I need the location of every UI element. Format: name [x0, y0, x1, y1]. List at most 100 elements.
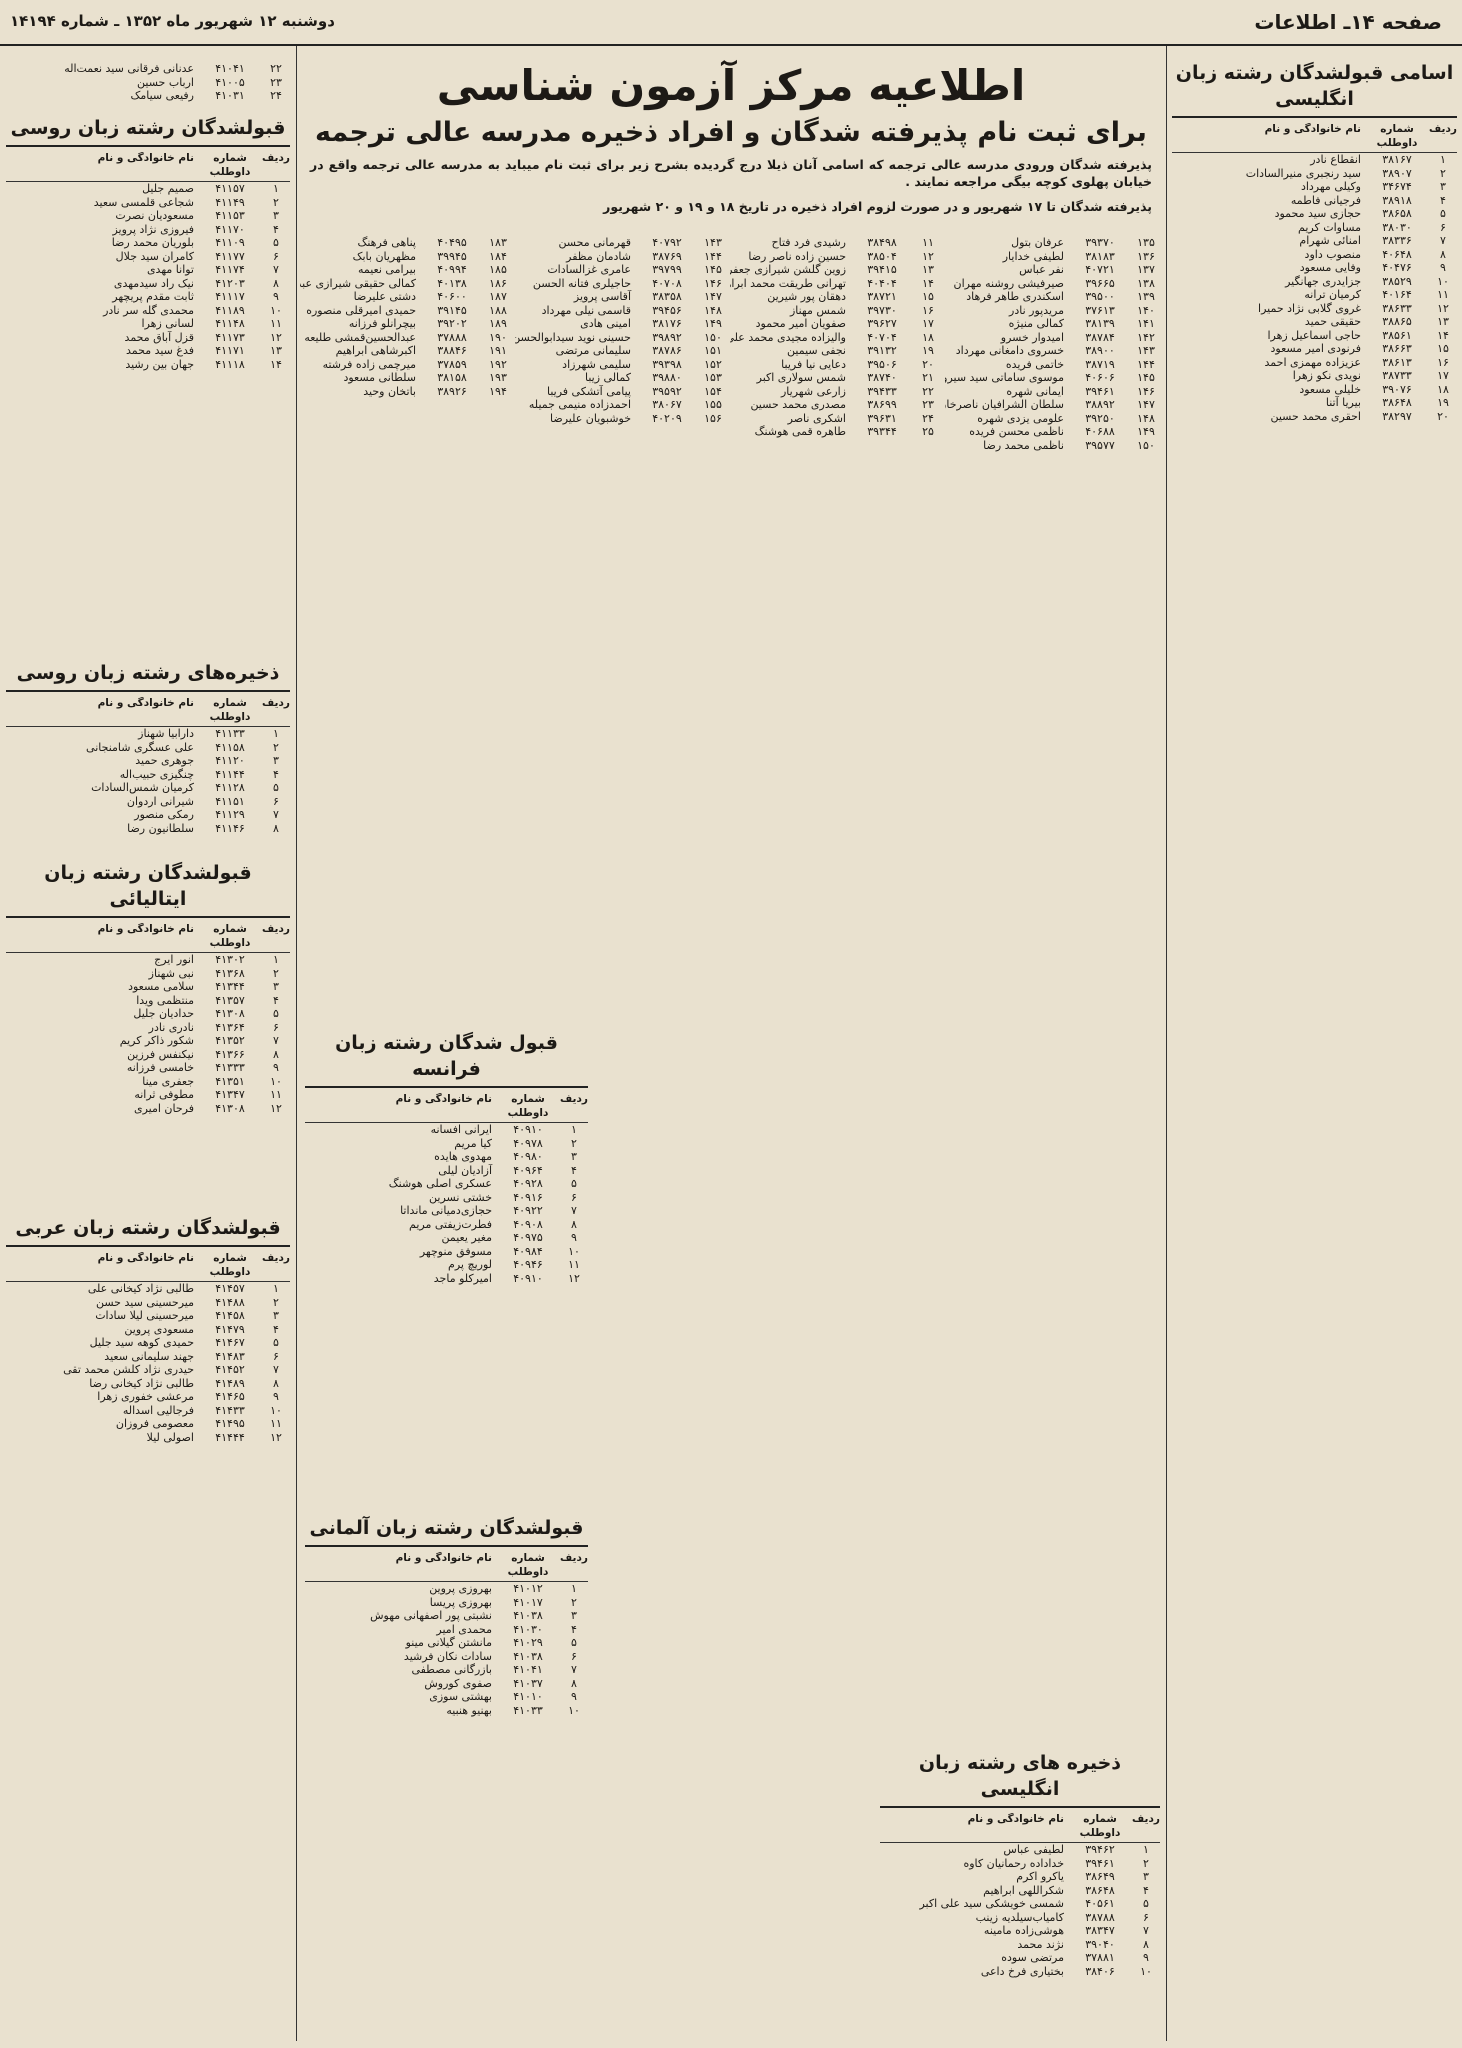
- list-row: ۱۲ ۳۸۵۰۴ حسین زاده ناصر رضا: [730, 250, 942, 264]
- candidate-number: ۴۱۰۱۲: [513, 1582, 543, 1595]
- rank: ۱۰: [270, 1074, 282, 1088]
- rank: ۲: [1143, 1856, 1149, 1870]
- list-row: ۲۵ ۳۹۳۴۴ طاهره قمی هوشنگ: [730, 425, 942, 439]
- name: خداداده رحمانیان کاوه: [963, 1856, 1064, 1870]
- list-row: ۲ ۴۱۱۴۹ شجاعی قلمسی سعید: [6, 196, 290, 210]
- name: عدنانی فرقانی سید نعمت‌اله: [64, 62, 194, 75]
- candidate-number: ۳۷۸۸۸: [437, 330, 467, 344]
- candidate-number: ۳۹۷۹۹: [652, 263, 682, 276]
- candidate-number: ۳۸۷۱۹: [1085, 357, 1115, 371]
- name: شمسی خویشکی سید علی اکبر: [919, 1897, 1064, 1910]
- rank: ۱۸۵: [489, 263, 507, 276]
- rank: ۱۰: [568, 1244, 580, 1258]
- rank: ۲۳: [922, 398, 934, 411]
- candidate-number: ۳۸۱۵۸: [437, 371, 467, 384]
- list-row: ۲ ۴۱۳۶۸ نبی شهناز: [6, 967, 290, 981]
- candidate-number: ۴۰۴۰۴: [867, 276, 897, 290]
- column-headers: ردیف شماره داوطلب نام خانوادگی و نام: [305, 1091, 588, 1123]
- name: سادات نکان فرشید: [403, 1649, 492, 1663]
- rank: ۱۸: [922, 330, 934, 344]
- name: زارعی شهریار: [781, 384, 846, 398]
- candidate-number: ۳۹۴۶۱: [1085, 384, 1115, 398]
- list-row: ۲ ۳۸۹۰۷ سید رنجبری منیرالسادات: [1172, 167, 1457, 181]
- section-title: قبولشدگان رشته زبان عربی: [6, 1215, 290, 1247]
- candidate-number: ۳۸۷۳۳: [1382, 369, 1412, 382]
- name: رمکی منصور: [134, 808, 194, 821]
- candidate-number: ۴۱۱۲۹: [215, 808, 245, 821]
- list-row: ۱۸۹ ۳۹۲۰۲ بیچرانلو فرزانه: [300, 317, 512, 331]
- candidate-number: ۳۷۶۱۳: [1085, 303, 1115, 317]
- name: حسین زاده ناصر رضا: [748, 249, 846, 263]
- column-header: ردیف: [560, 1093, 588, 1105]
- list-row: ۷ ۳۸۳۴۷ هوشی‌زاده مامینه: [880, 1924, 1160, 1938]
- rank: ۱: [1143, 1843, 1149, 1856]
- list-row: ۱۴۵ ۴۰۶۰۶ موسوی ساماتی سید سیروس: [945, 371, 1160, 385]
- candidate-number: ۳۹۲۰۲: [437, 317, 467, 330]
- list-row: ۹ ۴۱۴۶۵ مرعشی خفوری زهرا: [6, 1390, 290, 1404]
- list-row: ۱۵۰ ۳۹۵۷۷ ناظمی محمد رضا: [945, 439, 1160, 453]
- name: سلیمی شهرزاد: [562, 357, 631, 371]
- list-row: ۱۱ ۴۱۴۹۵ معصومی فروزان: [6, 1417, 290, 1431]
- rank: ۱۹۰: [489, 330, 507, 344]
- candidate-number: ۴۱۳۶۶: [215, 1047, 245, 1061]
- list-row: ۳ ۴۱۱۵۳ مسعودیان نصرت: [6, 209, 290, 223]
- rank: ۱۸: [1437, 382, 1449, 396]
- list-row: ۱۱ ۴۱۱۴۸ لسانی زهرا: [6, 317, 290, 331]
- rank: ۶: [1440, 220, 1446, 234]
- rank: ۱۵۶: [704, 411, 722, 425]
- candidate-number: ۴۱۱۸۹: [215, 303, 245, 317]
- rank: ۱۴: [270, 357, 282, 371]
- candidate-number: ۴۱۴۶۵: [215, 1390, 245, 1403]
- candidate-number: ۴۱۱۷۳: [215, 330, 245, 344]
- list-row: ۷ ۴۱۴۵۲ حیدری نژاد کلشن محمد تقی: [6, 1363, 290, 1377]
- column-rule: [1166, 46, 1167, 2041]
- list-section: ذخیره‌های رشته زبان روسی ردیف شماره داوطلب…: [6, 660, 290, 835]
- name: یاکرو اکرم: [1016, 1870, 1064, 1883]
- candidate-number: ۴۱۴۵۷: [215, 1282, 245, 1295]
- name: احمدزاده منیمی جمیله: [528, 398, 631, 411]
- name: اصولی لیلا: [146, 1430, 194, 1444]
- candidate-number: ۴۱۰۱۰: [513, 1690, 543, 1703]
- section-title: قبولشدگان رشته زبان روسی: [6, 115, 290, 147]
- column-headers: ردیف شماره داوطلب نام خانوادگی و نام: [6, 150, 290, 182]
- rank: ۸: [571, 1676, 577, 1690]
- column-header: شماره داوطلب: [507, 1552, 549, 1578]
- name: زوین گلشن شیرازی جعفر: [730, 263, 846, 276]
- name: آزادیان لیلی: [438, 1163, 492, 1177]
- rank: ۱۵۵: [704, 398, 722, 411]
- rank: ۹: [273, 290, 279, 303]
- rank: ۳: [571, 1609, 577, 1622]
- rank: ۷: [273, 1034, 279, 1047]
- rank: ۳: [1143, 1870, 1149, 1883]
- list-row: ۱۳۷ ۴۰۷۲۱ نفر عباس: [945, 263, 1160, 277]
- rank: ۸: [273, 821, 279, 835]
- list-row: ۱۹۱ ۳۸۸۴۶ اکبرشاهی ابراهیم: [300, 344, 512, 358]
- column-headers: ردیف شماره داوطلب نام خانوادگی و نام: [1172, 121, 1457, 153]
- rank: ۸: [1143, 1937, 1149, 1951]
- name: سید رنجبری منیرالسادات: [1245, 166, 1361, 180]
- name: کرمیان ترانه: [1304, 288, 1361, 301]
- notice-title: اطلاعیه مرکز آزمون شناسی: [436, 61, 1026, 110]
- name: دهقان پور شیرین: [767, 290, 846, 303]
- rank: ۱۴۹: [1137, 425, 1155, 438]
- rank: ۲۴: [922, 411, 934, 425]
- list-row: ۹ ۴۰۹۷۵ مغیر یعیمن: [305, 1231, 588, 1245]
- rank: ۱۷: [922, 317, 934, 330]
- candidate-number: ۴۱۱۲۸: [215, 781, 245, 794]
- candidate-number: ۴۱۳۵۱: [215, 1074, 245, 1088]
- column-header: نام خانوادگی و نام: [967, 1813, 1064, 1825]
- list-section: قبولشدگان رشته زبان عربی ردیف شماره داوطلب…: [6, 1215, 290, 1444]
- name: خشتی نسرین: [429, 1190, 492, 1204]
- candidate-number: ۳۸۱۷۶: [652, 317, 682, 330]
- candidate-number: ۴۰۶۴۸: [1382, 247, 1412, 261]
- rank: ۲۵: [922, 425, 934, 438]
- rank: ۱۱: [1437, 288, 1449, 301]
- rank: ۷: [1143, 1924, 1149, 1937]
- rank: ۷: [571, 1204, 577, 1217]
- list-row: ۱۴۹ ۴۰۶۸۸ ناظمی محسن فریده: [945, 425, 1160, 439]
- candidate-number: ۳۹۰۴۰: [1085, 1937, 1115, 1951]
- rank: ۷: [273, 263, 279, 276]
- candidate-number: ۳۹۵۰۶: [867, 357, 897, 371]
- rank: ۱۴۶: [1137, 384, 1155, 398]
- rank: ۸: [1440, 247, 1446, 261]
